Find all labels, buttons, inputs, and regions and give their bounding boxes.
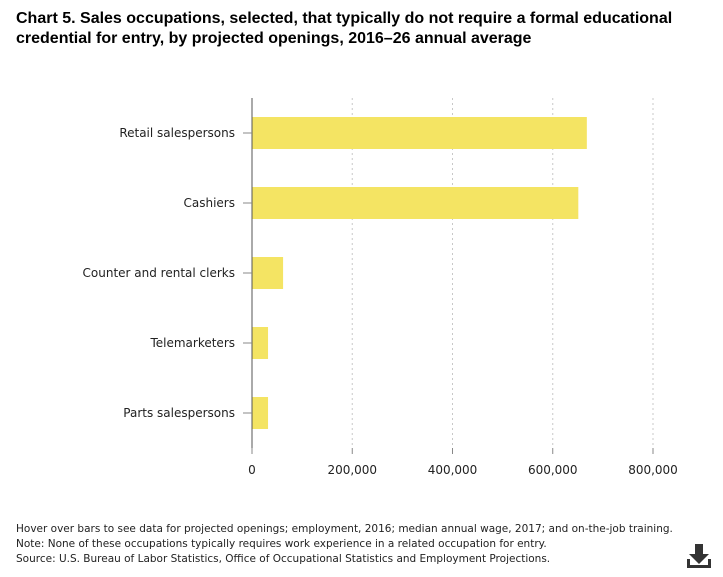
category-label: Cashiers	[184, 196, 236, 210]
x-tick-label: 200,000	[327, 463, 377, 477]
x-tick-label: 400,000	[428, 463, 478, 477]
download-icon[interactable]	[684, 542, 714, 572]
category-label: Retail salespersons	[119, 126, 235, 140]
chart-notes: Hover over bars to see data for projecte…	[16, 522, 716, 567]
hover-note: Hover over bars to see data for projecte…	[16, 523, 673, 535]
bar[interactable]	[252, 327, 269, 359]
x-tick-label: 0	[248, 463, 256, 477]
bar-chart: Retail salespersons Cashiers Counter and r…	[83, 98, 678, 477]
source-text: Source: U.S. Bureau of Labor Statistics,…	[16, 553, 551, 565]
bar[interactable]	[252, 257, 284, 289]
category-label: Telemarketers	[149, 336, 235, 350]
bar[interactable]	[252, 397, 269, 429]
category-label: Counter and rental clerks	[83, 266, 235, 280]
category-label: Parts salespersons	[123, 406, 235, 420]
bar[interactable]	[252, 187, 579, 219]
x-tick-label: 800,000	[628, 463, 678, 477]
chart-title: Chart 5. Sales occupations, selected, th…	[16, 10, 673, 47]
bar[interactable]	[252, 117, 587, 149]
x-tick-label: 600,000	[528, 463, 578, 477]
note-text: Note: None of these occupations typicall…	[16, 538, 547, 550]
